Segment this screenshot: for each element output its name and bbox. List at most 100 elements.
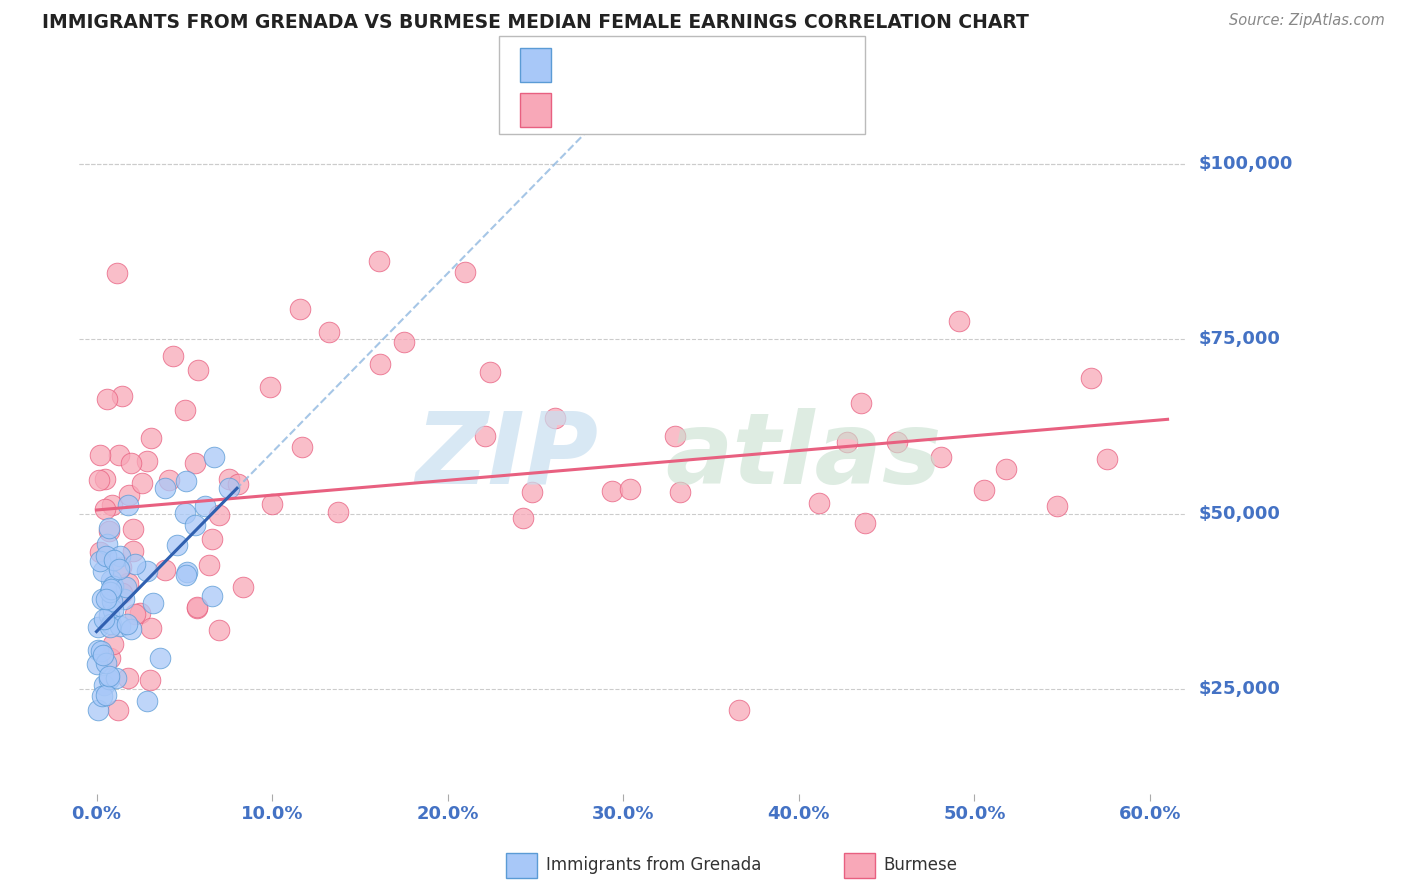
Point [368, 357, 391, 371]
Text: Burmese: Burmese [883, 856, 957, 874]
Point [111, 389, 134, 403]
Point [98, 619, 121, 633]
Point [93, 678, 115, 692]
Point [114, 580, 136, 594]
Point [208, 508, 231, 522]
Point [94, 656, 117, 670]
Point [231, 581, 253, 595]
Point [89, 449, 111, 463]
Point [100, 617, 122, 632]
Point [94, 472, 117, 486]
Text: R = 0.214   N = 76: R = 0.214 N = 76 [562, 101, 747, 119]
Point [157, 473, 180, 487]
Point [111, 586, 134, 600]
Point [98, 524, 121, 539]
Point [392, 334, 415, 349]
Point [218, 472, 240, 486]
Point [98, 584, 121, 599]
Point [131, 475, 153, 490]
Point [1095, 451, 1118, 466]
Point [728, 703, 751, 717]
Point [368, 253, 391, 268]
Point [110, 619, 132, 633]
Point [174, 568, 197, 582]
Point [174, 403, 197, 417]
Point [120, 456, 142, 470]
Text: IMMIGRANTS FROM GRENADA VS BURMESE MEDIAN FEMALE EARNINGS CORRELATION CHART: IMMIGRANTS FROM GRENADA VS BURMESE MEDIA… [42, 13, 1029, 32]
Point [118, 488, 141, 502]
Point [91, 564, 114, 578]
Point [96, 392, 118, 406]
Point [520, 485, 543, 500]
Point [136, 694, 159, 708]
Point [166, 538, 188, 552]
Point [122, 543, 145, 558]
Point [260, 497, 283, 511]
Point [124, 607, 146, 621]
Point [96, 591, 118, 606]
Point [108, 448, 131, 462]
Point [89, 474, 111, 488]
Point [807, 496, 830, 510]
Text: $75,000: $75,000 [1198, 330, 1281, 348]
Point [108, 562, 131, 576]
Point [117, 671, 139, 685]
Point [149, 651, 172, 665]
Point [187, 362, 209, 376]
Point [96, 537, 118, 551]
Point [101, 498, 124, 512]
Point [184, 456, 207, 470]
Point [194, 499, 217, 513]
Point [107, 703, 129, 717]
Text: $100,000: $100,000 [1198, 155, 1292, 173]
Text: atlas: atlas [665, 408, 942, 505]
Point [837, 434, 859, 449]
Point [136, 565, 159, 579]
Point [202, 450, 225, 465]
Point [101, 603, 124, 617]
Text: Source: ZipAtlas.com: Source: ZipAtlas.com [1229, 13, 1385, 29]
Point [454, 265, 477, 279]
Text: R = 0.269   N = 55: R = 0.269 N = 55 [562, 56, 747, 74]
Point [290, 301, 312, 316]
Point [291, 440, 314, 454]
Point [201, 533, 224, 547]
Point [619, 482, 641, 496]
Point [110, 560, 132, 574]
Point [995, 462, 1018, 476]
Point [90, 690, 112, 704]
Point [318, 325, 340, 339]
Point [208, 623, 231, 637]
Point [138, 673, 160, 687]
Point [101, 637, 124, 651]
Point [93, 501, 115, 516]
Point [98, 521, 121, 535]
Point [474, 429, 496, 443]
Point [259, 380, 281, 394]
Point [91, 592, 114, 607]
Point [98, 669, 121, 683]
Point [90, 644, 112, 658]
Point [1080, 371, 1102, 385]
Point [176, 565, 198, 579]
Point [89, 554, 111, 568]
Point [89, 544, 111, 558]
Point [112, 591, 135, 606]
Point [87, 643, 110, 657]
Point [198, 558, 221, 573]
Point [100, 573, 122, 587]
Text: $25,000: $25,000 [1198, 680, 1281, 698]
Point [86, 657, 108, 671]
Point [97, 607, 120, 622]
Point [512, 511, 534, 525]
Point [103, 553, 125, 567]
Point [886, 434, 908, 449]
Point [853, 516, 876, 531]
Text: ZIP: ZIP [416, 408, 599, 505]
Point [104, 671, 127, 685]
Point [98, 672, 121, 686]
Point [96, 549, 118, 563]
Point [174, 474, 197, 488]
Point [121, 522, 143, 536]
Point [668, 485, 690, 500]
